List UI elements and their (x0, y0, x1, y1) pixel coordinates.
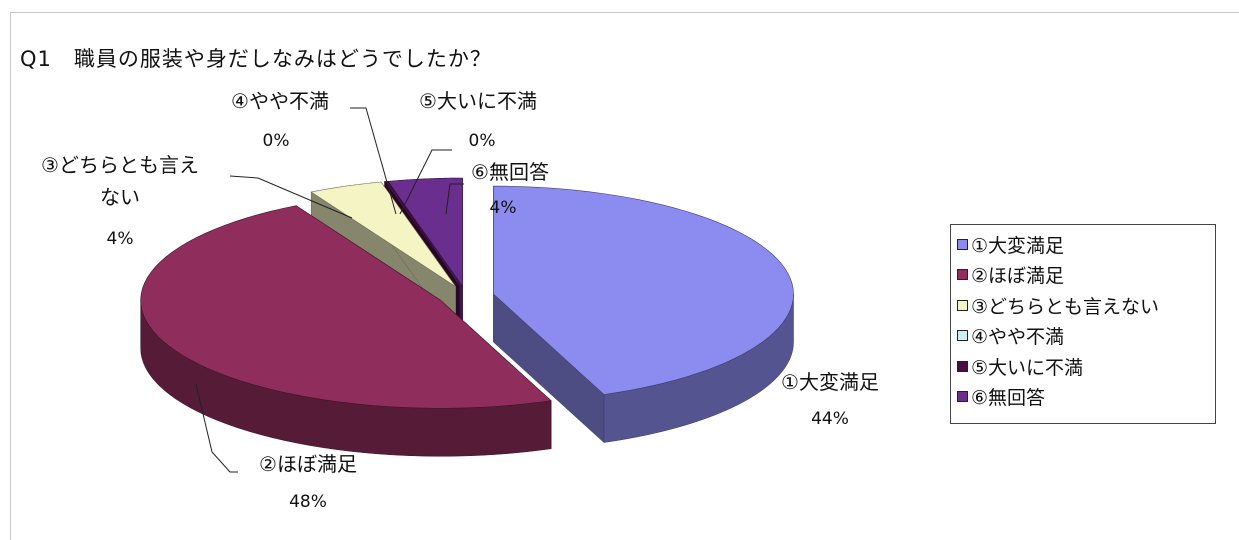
legend-item: ④やや不満 (957, 321, 1215, 352)
legend-label: ⑥無回答 (971, 383, 1045, 410)
legend-item: ⑤大いに不満 (957, 351, 1215, 382)
legend-swatch-4 (957, 361, 968, 372)
legend-item: ③どちらとも言えない (957, 290, 1215, 321)
chart-title: Q1 職員の服装や身だしなみはどうでしたか？ (20, 47, 492, 71)
data-label-name-3: ④やや不満 (231, 89, 329, 113)
legend-swatch-3 (957, 330, 968, 341)
legend-label: ①大変満足 (971, 231, 1064, 258)
data-label-name-0: ①大変満足 (781, 370, 879, 394)
legend-swatch-2 (957, 300, 968, 311)
legend-label: ③どちらとも言えない (971, 292, 1159, 319)
legend-label: ⑤大いに不満 (971, 353, 1083, 380)
data-label-value-1: 48% (289, 492, 327, 512)
pie-slices (141, 178, 794, 456)
data-label-value-5: 4% (490, 198, 517, 218)
data-label-name-4: ⑤大いに不満 (419, 89, 537, 113)
data-label-name-2-line2: ない (100, 185, 140, 209)
chart-legend: ①大変満足 ②ほぼ満足 ③どちらとも言えない ④やや不満 ⑤大いに不満 ⑥無回答 (950, 224, 1216, 424)
legend-item: ⑥無回答 (957, 382, 1215, 413)
legend-label: ②ほぼ満足 (971, 261, 1064, 288)
data-label-value-3: 0% (263, 131, 290, 151)
data-label-name-2: ③どちらとも言え (41, 153, 199, 177)
legend-label: ④やや不満 (971, 322, 1064, 349)
data-label-value-4: 0% (469, 131, 496, 151)
legend-swatch-0 (957, 239, 968, 250)
pie-slice-1 (141, 206, 551, 457)
data-label-name-1: ②ほぼ満足 (259, 452, 357, 476)
data-label-value-0: 44% (811, 409, 849, 429)
data-label-name-5: ⑥無回答 (471, 160, 549, 184)
data-label-value-2: 4% (107, 229, 134, 249)
legend-swatch-1 (957, 269, 968, 280)
legend-swatch-5 (957, 391, 968, 402)
legend-item: ①大変満足 (957, 229, 1215, 260)
legend-item: ②ほぼ満足 (957, 260, 1215, 291)
